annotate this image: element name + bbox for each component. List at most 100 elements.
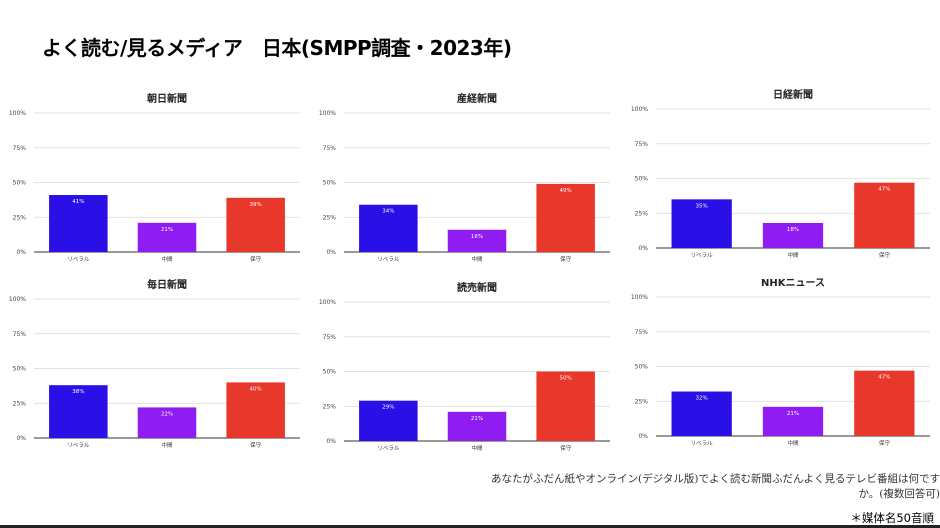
chart-mainichi: 毎日新聞 0% 25% 50% 75% 100% 38% リベラル 22% 中間 40% 保守 (9, 278, 300, 449)
y-tick-label: 50% (323, 369, 337, 376)
bar-value-label: 16% (471, 234, 483, 240)
x-tick-label: 保守 (560, 444, 572, 452)
bar-value-label: 49% (560, 188, 572, 194)
bar (137, 222, 197, 252)
chart-sankei: 産経新聞 0% 25% 50% 75% 100% 34% リベラル 16% 中間 49% 保守 (319, 92, 610, 263)
chart-title: NHKニュース (761, 277, 825, 289)
x-tick-label: 保守 (879, 439, 891, 447)
bar-value-label: 35% (696, 203, 708, 209)
x-tick-label: 中間 (471, 444, 483, 452)
y-tick-label: 100% (631, 106, 648, 113)
x-tick-label: 中間 (787, 251, 799, 259)
bar (671, 199, 732, 248)
y-tick-label: 75% (323, 145, 337, 152)
y-tick-label: 0% (638, 245, 648, 252)
survey-question-note: あなたがふだん紙やオンライン(デジタル版)でよく読む新聞ふだんよく見るテレビ番組… (420, 472, 940, 502)
chart-title: 朝日新聞 (147, 92, 187, 105)
y-tick-label: 0% (638, 433, 648, 440)
bar (536, 183, 595, 252)
x-tick-label: リベラル (691, 252, 714, 259)
y-tick-label: 25% (13, 400, 27, 407)
y-tick-label: 75% (323, 334, 337, 341)
x-tick-label: 保守 (250, 441, 262, 449)
bar-value-label: 32% (696, 396, 708, 402)
bar (359, 204, 418, 252)
bar (49, 385, 108, 438)
y-tick-label: 100% (319, 110, 336, 117)
y-tick-label: 100% (631, 294, 648, 301)
y-tick-label: 50% (13, 180, 27, 187)
bar (359, 400, 418, 441)
y-tick-label: 100% (9, 110, 26, 117)
x-tick-label: リベラル (691, 440, 714, 447)
sort-order-footnote: ＊媒体名50音順 (850, 511, 934, 525)
bar-value-label: 18% (787, 227, 799, 233)
chart-title: 産経新聞 (457, 92, 497, 105)
y-tick-label: 0% (326, 249, 336, 256)
bar (671, 391, 732, 436)
bar (854, 182, 915, 248)
bar (49, 195, 108, 252)
chart-nhk: NHKニュース 0% 25% 50% 75% 100% 32% リベラル 21% 中間 47% 保守 (631, 277, 930, 447)
y-tick-label: 50% (635, 176, 649, 183)
x-tick-label: 中間 (161, 441, 173, 449)
bar-value-label: 41% (72, 199, 84, 205)
bar-value-label: 22% (161, 411, 173, 417)
y-tick-label: 100% (9, 296, 26, 303)
y-tick-label: 50% (635, 364, 649, 371)
page-title: よく読む/見るメディア 日本(SMPP調査・2023年) (42, 36, 512, 60)
y-tick-label: 25% (323, 403, 337, 410)
x-tick-label: リベラル (377, 445, 400, 452)
bar-value-label: 47% (878, 187, 890, 193)
bar (762, 222, 824, 248)
chart-title: 読売新聞 (457, 281, 497, 294)
bar-value-label: 21% (471, 416, 483, 422)
y-tick-label: 50% (323, 180, 337, 187)
chart-title: 毎日新聞 (147, 278, 187, 291)
bar (226, 197, 285, 252)
x-tick-label: リベラル (377, 256, 400, 263)
bar-value-label: 40% (250, 386, 262, 392)
y-tick-label: 75% (635, 329, 649, 336)
y-tick-label: 75% (635, 141, 649, 148)
x-tick-label: 保守 (879, 251, 891, 259)
y-tick-label: 25% (635, 210, 649, 217)
bar (137, 407, 197, 438)
x-tick-label: リベラル (67, 442, 90, 449)
bar-value-label: 21% (161, 227, 173, 233)
bar (447, 411, 507, 441)
bar-value-label: 34% (382, 209, 394, 215)
bar-value-label: 39% (250, 202, 262, 208)
x-tick-label: 中間 (787, 439, 799, 447)
bar (226, 382, 285, 438)
y-tick-label: 25% (13, 214, 27, 221)
survey-question-line-1: あなたがふだん紙やオンライン(デジタル版)でよく読む新聞ふだんよく見るテレビ番組… (491, 473, 940, 485)
bar (447, 229, 507, 252)
x-tick-label: 保守 (250, 255, 262, 263)
bar-value-label: 29% (382, 405, 394, 411)
chart-yomiuri: 読売新聞 0% 25% 50% 75% 100% 29% リベラル 21% 中間 50% 保守 (319, 281, 610, 452)
bar-value-label: 21% (787, 411, 799, 417)
bar (536, 371, 595, 441)
bar-value-label: 38% (72, 389, 84, 395)
bar (854, 370, 915, 436)
y-tick-label: 75% (13, 331, 27, 338)
chart-asahi: 朝日新聞 0% 25% 50% 75% 100% 41% リベラル 21% 中間 39% 保守 (9, 92, 300, 263)
bar (762, 406, 824, 436)
y-tick-label: 25% (323, 214, 337, 221)
x-tick-label: 中間 (471, 255, 483, 263)
x-tick-label: 保守 (560, 255, 572, 263)
y-tick-label: 0% (326, 438, 336, 445)
y-tick-label: 0% (16, 435, 26, 442)
bar-value-label: 50% (560, 376, 572, 382)
bottom-border (0, 525, 940, 528)
chart-nikkei: 日経新聞 0% 25% 50% 75% 100% 35% リベラル 18% 中間 47% 保守 (631, 88, 930, 259)
y-tick-label: 75% (13, 145, 27, 152)
x-tick-label: リベラル (67, 256, 90, 263)
y-tick-label: 50% (13, 366, 27, 373)
chart-title: 日経新聞 (773, 88, 813, 101)
y-tick-label: 100% (319, 299, 336, 306)
bar-value-label: 47% (878, 375, 890, 381)
survey-question-line-2: か。(複数回答可) (858, 488, 940, 500)
x-tick-label: 中間 (161, 255, 173, 263)
